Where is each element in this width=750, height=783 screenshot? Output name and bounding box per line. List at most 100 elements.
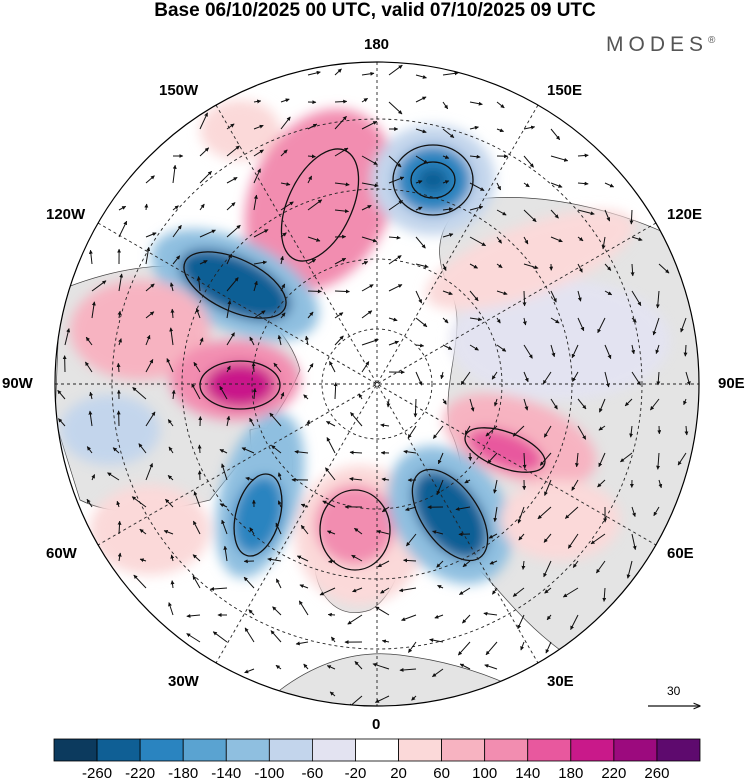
wind-vector [413, 398, 418, 418]
wind-vector [334, 209, 349, 214]
wind-vector [328, 559, 336, 564]
wind-vector [415, 290, 423, 304]
wind-vector [300, 524, 309, 535]
wind-vector [597, 479, 606, 488]
wind-vector [163, 530, 174, 535]
wind-vector [543, 560, 552, 578]
wind-vector [351, 554, 363, 562]
wind-vector [487, 452, 498, 464]
wind-vector [116, 500, 121, 508]
wind-vector [432, 425, 444, 439]
wind-vector [170, 308, 175, 319]
colorbar-tick: -60 [301, 765, 324, 782]
wind-vector [388, 317, 398, 322]
wind-vector [604, 209, 611, 222]
wind-vector [399, 587, 417, 593]
wind-vector [388, 340, 399, 346]
wind-vector [212, 631, 228, 643]
wind-vector [272, 606, 282, 616]
wind-vector [91, 474, 96, 481]
wind-vector [629, 209, 634, 225]
wind-vector [429, 638, 444, 643]
wind-vector [597, 317, 606, 334]
wind-vector [469, 125, 479, 130]
wind-vector [496, 317, 501, 324]
wind-vector [64, 328, 71, 346]
colorbar-tick: 100 [472, 765, 498, 782]
wind-vector [457, 641, 471, 656]
wind-vector [192, 554, 201, 562]
wind-vector [650, 398, 660, 411]
wind-vector [656, 371, 661, 386]
colorbar-tick: 140 [515, 765, 541, 782]
wind-vector [432, 668, 444, 678]
wind-vector [411, 695, 417, 701]
colorbar-swatch [527, 738, 572, 762]
wind-vector [192, 520, 201, 535]
wind-vector [567, 533, 579, 549]
wind-vector [442, 398, 447, 405]
wind-vector [543, 533, 552, 543]
wind-vector [219, 503, 228, 508]
wind-vector [415, 263, 429, 269]
wind-vector [280, 283, 286, 292]
wind-vector [307, 70, 321, 76]
lon-label-0: 0 [372, 716, 381, 733]
wind-vector [577, 425, 587, 440]
wind-vector [277, 500, 282, 508]
colorbar-swatch [225, 738, 270, 762]
wind-vector [270, 630, 282, 643]
wind-vector [334, 257, 347, 265]
wind-vector [117, 552, 122, 562]
wind-vector [403, 449, 417, 454]
wind-vector [253, 280, 258, 292]
wind-vector [415, 96, 427, 103]
wind-vector [496, 182, 502, 191]
wind-vector [496, 236, 503, 244]
wind-vector [294, 449, 309, 454]
colorbar-swatch [441, 738, 486, 762]
wind-vector [577, 263, 583, 273]
wind-vector [361, 236, 378, 243]
wind-vector [493, 506, 498, 522]
wind-vector [544, 479, 552, 496]
wind-vector [415, 180, 423, 184]
wind-vector [249, 527, 255, 535]
wind-vector [388, 176, 405, 184]
wind-vector [271, 445, 282, 454]
wind-vector [440, 371, 445, 380]
wind-vector [381, 477, 390, 482]
map-boundary [54, 61, 700, 707]
wind-vector [299, 584, 309, 589]
wind-vector [464, 425, 471, 435]
wind-vector [522, 452, 527, 469]
wind-vector [221, 463, 228, 481]
wind-vector [407, 425, 417, 439]
wind-vector [415, 155, 428, 164]
wind-vector [253, 99, 262, 104]
wind-vector [267, 557, 282, 562]
wind-vector [577, 236, 584, 242]
wind-vector [86, 446, 93, 454]
wind-vector [280, 312, 286, 319]
wind-vector [249, 417, 255, 427]
wind-vector [590, 533, 606, 545]
wind-vector [517, 506, 525, 524]
wind-vector [133, 574, 147, 589]
wind-vector [241, 447, 255, 454]
wind-vector [244, 668, 255, 674]
colorbar-swatch [484, 738, 529, 762]
wind-vector [349, 477, 363, 481]
wind-vector [168, 446, 174, 454]
wind-vector [85, 336, 93, 346]
lon-label-90w: 90W [2, 375, 33, 392]
wind-vector [372, 663, 390, 670]
wind-vector [629, 425, 634, 438]
lon-label-120w: 120W [46, 206, 86, 223]
graticule [55, 62, 699, 706]
lon-label-150e: 150E [547, 82, 583, 99]
wind-vector [415, 206, 423, 211]
wind-vector [380, 587, 390, 594]
wind-vector [517, 614, 525, 630]
wind-vector [442, 233, 454, 238]
